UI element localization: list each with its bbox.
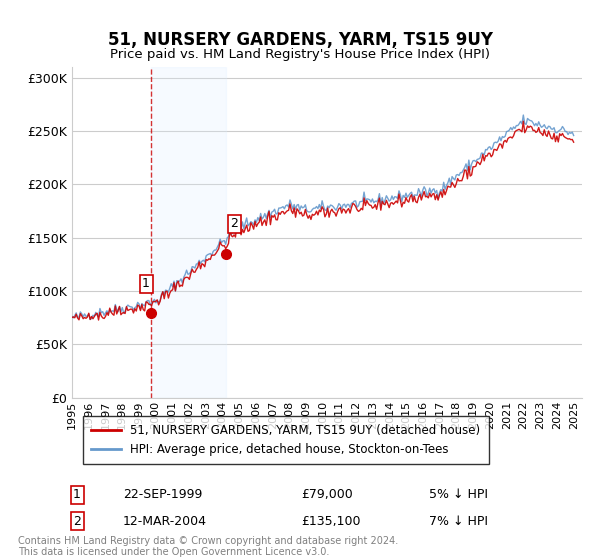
Text: £135,100: £135,100: [302, 515, 361, 528]
Text: 51, NURSERY GARDENS, YARM, TS15 9UY: 51, NURSERY GARDENS, YARM, TS15 9UY: [107, 31, 493, 49]
Bar: [151, 67, 226, 398]
Text: £79,000: £79,000: [302, 488, 353, 501]
Legend: 51, NURSERY GARDENS, YARM, TS15 9UY (detached house), HPI: Average price, detach: 51, NURSERY GARDENS, YARM, TS15 9UY (det…: [83, 416, 488, 464]
Text: Contains HM Land Registry data © Crown copyright and database right 2024.
This d: Contains HM Land Registry data © Crown c…: [18, 535, 398, 557]
Text: 1: 1: [73, 488, 81, 501]
Text: Price paid vs. HM Land Registry's House Price Index (HPI): Price paid vs. HM Land Registry's House …: [110, 48, 490, 60]
Text: 12-MAR-2004: 12-MAR-2004: [123, 515, 207, 528]
Text: 22-SEP-1999: 22-SEP-1999: [123, 488, 202, 501]
Text: 7% ↓ HPI: 7% ↓ HPI: [429, 515, 488, 528]
Text: 5% ↓ HPI: 5% ↓ HPI: [429, 488, 488, 501]
Text: 2: 2: [73, 515, 81, 528]
Text: 1: 1: [142, 277, 150, 290]
Text: 2: 2: [230, 217, 238, 230]
